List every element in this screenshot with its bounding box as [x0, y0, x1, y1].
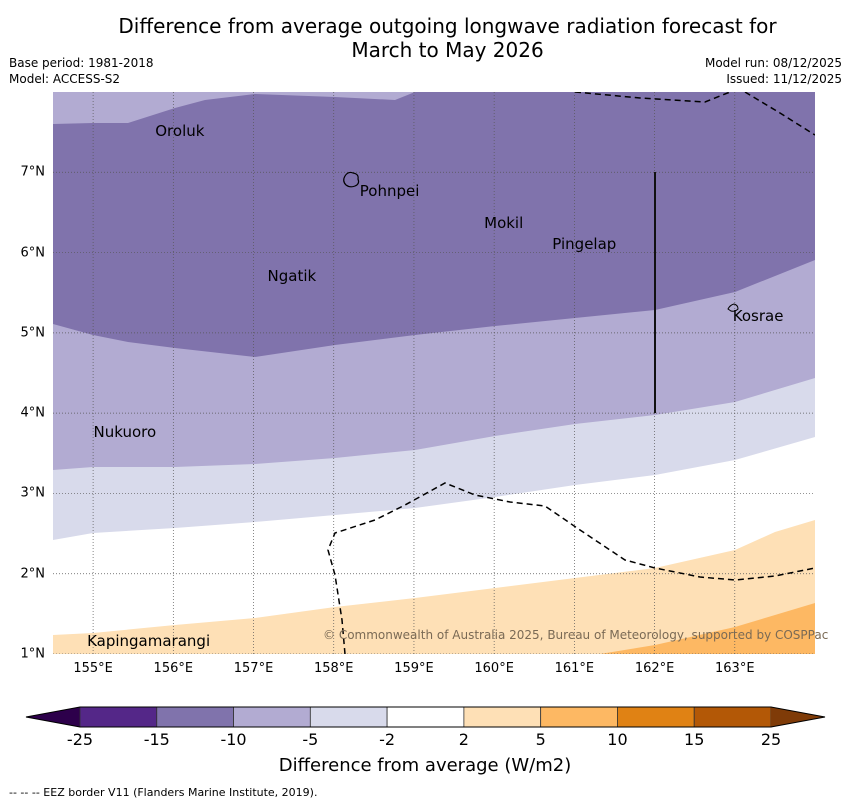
colorbar-tick-label: 25 — [760, 730, 782, 749]
longitude-tick-label: 157°E — [233, 661, 274, 676]
band-2-5 — [53, 520, 815, 654]
latitude-tick-label: 3°N — [20, 485, 46, 501]
title-line-2: March to May 2026 — [351, 38, 544, 62]
latitude-tick-label: 4°N — [20, 405, 46, 421]
colorbar-tick-label: -5 — [302, 730, 319, 749]
issued-date: Issued: 11/12/2025 — [726, 72, 842, 86]
colorbar-tick-label: -2 — [379, 730, 396, 749]
colorbar — [25, 706, 826, 728]
colorbar-tick-label: -10 — [220, 730, 247, 749]
longitude-tick-label: 158°E — [313, 661, 354, 676]
title-line-1: Difference from average outgoing longwav… — [118, 14, 777, 38]
longitude-tick-label: 162°E — [634, 661, 675, 676]
colorbar-tick-label: 2 — [458, 730, 469, 749]
colorbar-tick-label: 5 — [535, 730, 546, 749]
colorbar-segment — [386, 706, 465, 728]
longitude-tick-label: 160°E — [474, 661, 514, 676]
eez-border — [327, 482, 815, 654]
latitude-tick-label: 5°N — [20, 325, 46, 341]
longitude-tick-label: 155°E — [73, 661, 113, 676]
longitude-tick-label: 159°E — [394, 661, 434, 676]
colorbar-tick-label: 15 — [684, 730, 705, 749]
colorbar-tick-label: 10 — [607, 730, 628, 749]
colorbar-tick-label: -25 — [66, 730, 94, 749]
colorbar-segment — [309, 706, 388, 728]
colorbar-segment — [156, 706, 234, 728]
map-area — [53, 92, 815, 654]
eez-footnote: -- -- -- EEZ border V11 (Flanders Marine… — [9, 786, 318, 799]
place-label-nukuoro: Nukuoro — [93, 423, 157, 442]
longitude-tick-label: 163°E — [715, 661, 755, 676]
eez-border — [574, 92, 731, 103]
colorbar-segment — [693, 706, 772, 728]
chart-title: Difference from average outgoing longwav… — [0, 14, 850, 62]
meta-left: Base period: 1981-2018 Model: ACCESS-S2 — [9, 55, 154, 87]
colorbar-over-arrow — [771, 707, 825, 727]
band-5-10 — [600, 603, 815, 654]
latitude-tick-label: 7°N — [20, 164, 46, 180]
meta-right: Model run: 08/12/2025 Issued: 11/12/2025 — [705, 55, 842, 87]
place-label-kosrae: Kosrae — [732, 306, 784, 325]
base-period: Base period: 1981-2018 — [9, 56, 154, 70]
pohnpei-island-icon — [343, 171, 360, 188]
latitude-tick-label: 2°N — [20, 566, 46, 582]
latitude-tick-label: 6°N — [20, 245, 46, 261]
latitude-tick-label: 1°N — [20, 646, 46, 662]
kosrae-island-icon — [727, 303, 739, 312]
longitude-tick-label: 156°E — [153, 661, 194, 676]
model-run: Model run: 08/12/2025 — [704, 56, 842, 70]
colorbar-segment — [79, 706, 158, 728]
copyright-notice: © Commonwealth of Australia 2025, Bureau… — [323, 628, 829, 642]
model-name: Model: ACCESS-S2 — [9, 72, 121, 86]
place-label-pohnpei: Pohnpei — [359, 182, 420, 201]
band-minus15-minus10 — [53, 92, 815, 357]
colorbar-tick-label: -15 — [143, 730, 170, 749]
gridlines — [53, 92, 815, 654]
place-label-ngatik: Ngatik — [267, 266, 317, 285]
colorbar-segment — [463, 706, 542, 728]
colorbar-under-arrow — [26, 707, 80, 727]
eez-border — [744, 92, 815, 136]
colorbar-segment — [617, 706, 695, 728]
place-label-oroluk: Oroluk — [155, 122, 205, 141]
colorbar-segment — [540, 706, 618, 728]
colorbar-title: Difference from average (W/m2) — [278, 755, 572, 776]
place-label-pingelap: Pingelap — [552, 234, 617, 253]
colorbar-segment — [233, 706, 311, 728]
longitude-tick-label: 161°E — [554, 661, 595, 676]
place-label-mokil: Mokil — [484, 214, 524, 233]
place-label-kapingamarangi: Kapingamarangi — [87, 631, 211, 650]
colorbar-outline — [25, 706, 826, 728]
